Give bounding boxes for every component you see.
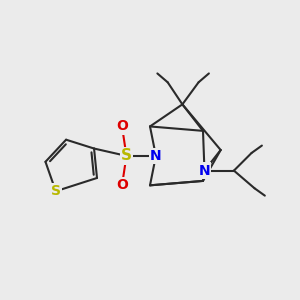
Text: N: N [199, 164, 210, 178]
Text: N: N [150, 149, 162, 163]
Text: S: S [121, 148, 132, 164]
Text: O: O [116, 119, 128, 134]
Text: O: O [116, 178, 128, 192]
Text: S: S [51, 184, 61, 198]
